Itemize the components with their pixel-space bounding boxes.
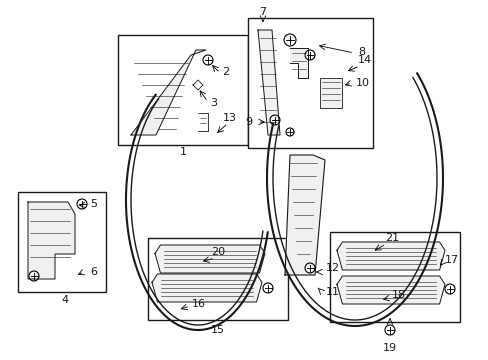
Bar xyxy=(247,18,372,148)
Text: 19: 19 xyxy=(382,343,396,353)
Text: 17: 17 xyxy=(444,255,458,265)
Text: 8: 8 xyxy=(357,47,365,57)
Text: 14: 14 xyxy=(357,55,371,65)
Text: 15: 15 xyxy=(210,325,224,335)
Bar xyxy=(118,35,247,145)
Text: 13: 13 xyxy=(223,113,237,123)
Bar xyxy=(148,238,287,320)
Text: 11: 11 xyxy=(325,287,339,297)
Polygon shape xyxy=(131,50,205,135)
Text: 16: 16 xyxy=(192,299,205,309)
Polygon shape xyxy=(258,30,280,135)
Text: 7: 7 xyxy=(259,7,266,17)
Text: 21: 21 xyxy=(384,233,398,243)
Polygon shape xyxy=(336,276,444,304)
Polygon shape xyxy=(152,274,262,302)
Text: 6: 6 xyxy=(90,267,97,277)
Text: 3: 3 xyxy=(210,98,217,108)
Text: 2: 2 xyxy=(222,67,229,77)
Polygon shape xyxy=(289,48,307,78)
Polygon shape xyxy=(155,245,264,273)
Text: 5: 5 xyxy=(90,199,97,209)
Bar xyxy=(18,192,106,292)
Text: 18: 18 xyxy=(391,290,406,300)
Text: 4: 4 xyxy=(61,295,68,305)
Text: 20: 20 xyxy=(210,247,224,257)
Polygon shape xyxy=(285,155,325,275)
Bar xyxy=(329,232,459,322)
Text: 1: 1 xyxy=(179,147,186,157)
Bar xyxy=(319,78,341,108)
Polygon shape xyxy=(336,242,444,270)
Text: 9: 9 xyxy=(244,117,251,127)
Text: 10: 10 xyxy=(355,78,369,88)
Polygon shape xyxy=(28,202,75,279)
Text: 12: 12 xyxy=(325,263,340,273)
